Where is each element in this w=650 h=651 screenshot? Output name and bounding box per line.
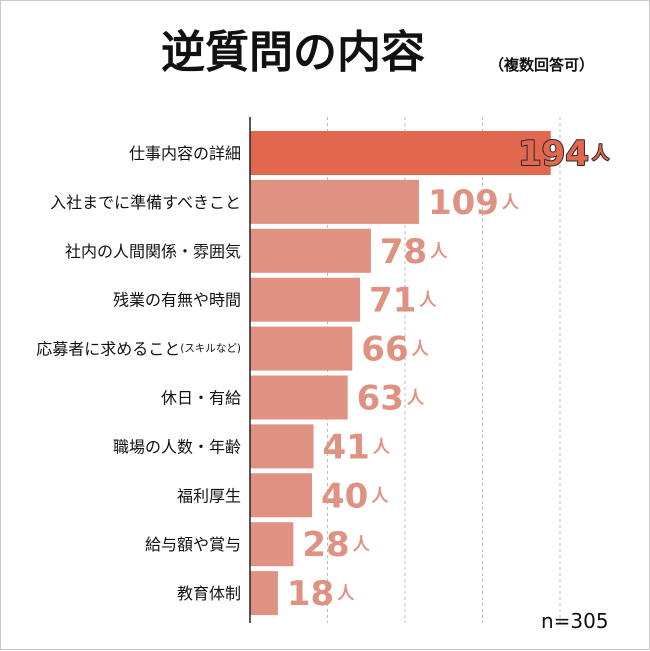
value-label-8: 40 人	[321, 476, 389, 516]
bar-1	[250, 131, 551, 175]
category-label-2: 入社までに準備すべきこと	[50, 192, 241, 211]
bar-10	[250, 571, 278, 616]
chart-title: 逆質問の内容	[161, 27, 425, 78]
bar-7	[250, 424, 314, 469]
category-label-9: 給与額や賞与	[145, 535, 241, 554]
bar-5	[250, 326, 353, 371]
value-label-2: 109 人	[428, 183, 520, 223]
category-label-5: 応募者に求めること(スキルなど)	[36, 339, 241, 358]
bar-2	[250, 179, 419, 224]
category-label-8: 福利厚生	[177, 486, 241, 505]
value-label-7: 41 人	[323, 427, 391, 467]
bar-6	[250, 375, 348, 420]
sample-size-note: n=305	[541, 609, 609, 633]
bar-8	[250, 473, 312, 518]
value-label-9: 28 人	[302, 525, 370, 565]
bar-3	[250, 228, 371, 273]
category-label-6: 休日・有給	[161, 388, 241, 407]
value-label-6: 63 人	[357, 379, 425, 419]
category-label-7: 職場の人数・年齢	[113, 437, 241, 456]
category-label-4: 残業の有無や時間	[113, 290, 241, 309]
value-label-5: 66 人	[361, 330, 429, 370]
value-label-3: 78 人	[380, 232, 448, 272]
chart-subtitle: （複数回答可）	[489, 56, 595, 74]
bar-9	[250, 522, 294, 567]
category-label-3: 社内の人間関係・雰囲気	[65, 241, 241, 260]
bar-4	[250, 277, 361, 322]
value-label-10: 18 人	[287, 574, 355, 614]
value-label-4: 71 人	[369, 281, 437, 321]
category-label-1: 仕事内容の詳細	[129, 144, 241, 163]
value-label-1: 194 人	[518, 134, 610, 174]
category-label-10: 教育体制	[177, 584, 241, 603]
